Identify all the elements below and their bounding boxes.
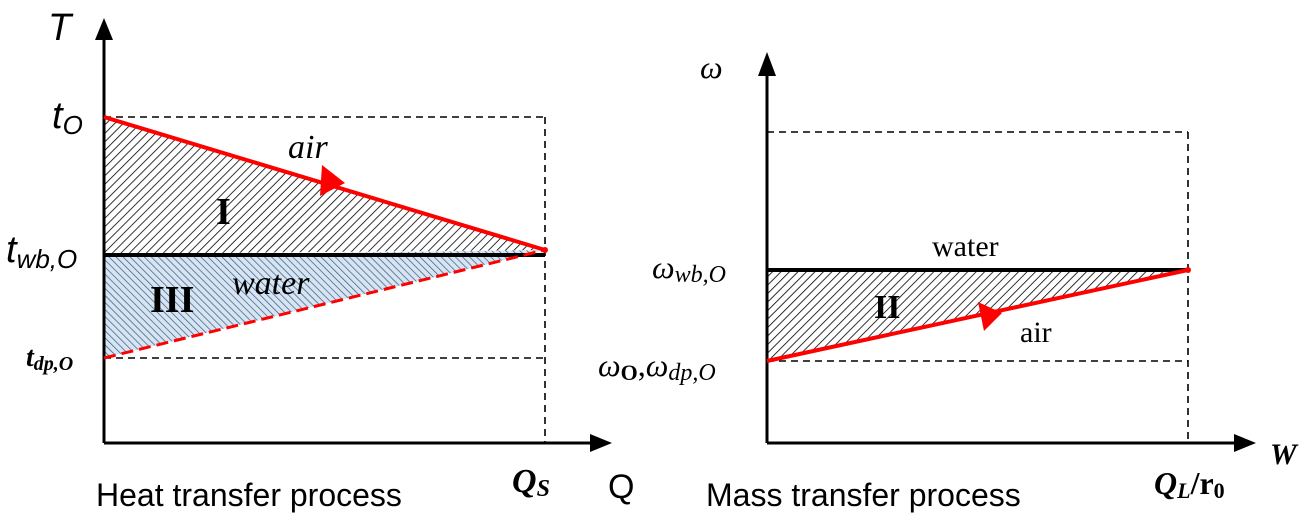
mass-end-point [1185,267,1191,273]
q-l-label: QL/r0 [1154,465,1225,503]
t-wb-label: twb,O [6,229,77,274]
region-I-label: I [216,191,231,233]
mass-water-label: water [932,230,999,263]
mass-x-axis-arrow [1234,434,1256,452]
omega-wb-label: ωwb,O [652,249,726,288]
mass-air-label: air [1020,316,1052,349]
heat-x-axis-label: Q [608,468,634,506]
mass-y-axis-arrow [758,52,776,76]
heat-x-axis-arrow [590,434,612,452]
omega-o-dp-label: ωO,ωdp,O [598,347,716,386]
t-o-label: tO [52,95,83,140]
t-dp-label: tdp,O [26,342,73,375]
heat-caption: Heat transfer process [96,477,402,513]
mass-x-axis-label: W [1270,438,1299,471]
mass-air-line [766,268,1189,363]
region-II-label: II [874,289,900,326]
heat-transfer-diagram: T Q tO twb,O tdp,O air water I III QS He… [6,7,634,513]
mass-transfer-diagram: ω W ωwb,O ωO,ωdp,O water air II QL/r0 Ma… [598,49,1299,513]
heat-y-axis-arrow [95,18,113,40]
heat-water-label: water [232,265,310,302]
heat-dp-red-dashed-line [103,248,546,360]
heat-air-label: air [288,129,328,166]
heat-y-axis-label: T [48,7,74,49]
mass-air-arrow [978,302,1002,331]
heat-air-arrow [320,165,345,196]
region-III-label: III [150,279,194,321]
mass-caption: Mass transfer process [706,477,1021,513]
heat-end-point [542,247,548,253]
q-s-label: QS [512,463,550,502]
mass-y-axis-label: ω [700,49,723,85]
